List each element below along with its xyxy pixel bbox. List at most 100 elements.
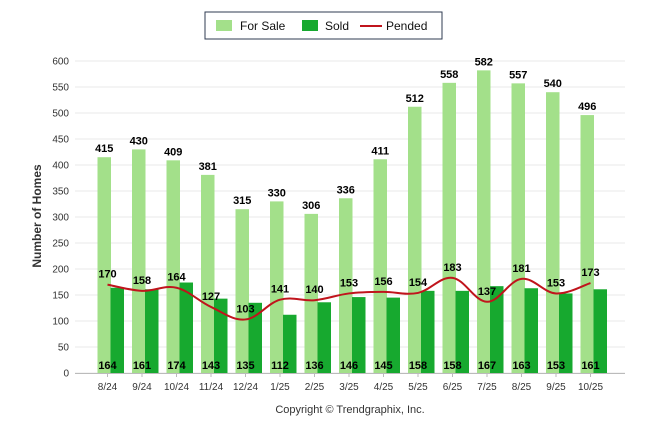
x-tick-label: 7/25 — [477, 382, 497, 393]
bar-sold — [524, 288, 538, 373]
for-sale-value-label: 512 — [406, 93, 424, 105]
pended-value-label: 154 — [409, 277, 428, 289]
bar-sold — [179, 282, 193, 373]
bar-sold — [593, 289, 607, 373]
bar-for-sale — [304, 213, 318, 373]
bar-sold — [421, 290, 435, 373]
bar-for-sale — [442, 82, 456, 373]
bar-for-sale — [546, 92, 560, 373]
legend-swatch-sold — [302, 20, 318, 31]
for-sale-value-label: 540 — [544, 78, 562, 90]
bar-sold — [248, 302, 262, 373]
for-sale-value-label: 381 — [199, 161, 217, 173]
sold-value-label: 163 — [512, 360, 530, 372]
pended-line-layer — [107, 276, 591, 321]
pended-value-label: 164 — [167, 272, 186, 284]
sold-value-label: 145 — [374, 360, 392, 372]
sold-value-label: 136 — [305, 360, 323, 372]
x-tick-label: 4/25 — [374, 382, 394, 393]
pended-value-label: 137 — [478, 286, 496, 298]
sold-value-label: 135 — [236, 360, 254, 372]
bar-for-sale — [201, 174, 215, 373]
y-tick-label: 600 — [52, 57, 69, 68]
y-tick-label: 550 — [52, 83, 69, 94]
sold-value-label: 158 — [443, 360, 461, 372]
y-tick-label: 0 — [63, 369, 69, 380]
pended-value-label: 140 — [305, 284, 323, 296]
for-sale-value-label: 330 — [268, 187, 286, 199]
value-labels: 415 164 170 430 161 158 409 174 164 381 143 127 315 1… — [95, 56, 600, 372]
x-tick-label: 6/25 — [443, 382, 463, 393]
pended-value-label: 153 — [547, 277, 565, 289]
x-tick-label: 3/25 — [339, 382, 359, 393]
bar-sold — [490, 286, 504, 373]
x-tick-label: 1/25 — [270, 382, 290, 393]
for-sale-value-label: 557 — [509, 69, 527, 81]
pended-value-label: 153 — [340, 277, 358, 289]
sold-value-label: 167 — [478, 360, 496, 372]
legend-label-sold: Sold — [325, 19, 349, 33]
y-tick-label: 100 — [52, 317, 69, 328]
legend-label-pended: Pended — [386, 19, 427, 33]
y-tick-label: 500 — [52, 109, 69, 120]
bar-for-sale — [373, 159, 387, 373]
bar-sold — [145, 289, 159, 373]
y-axis: 0 50 100 150 200 250 300 350 400 450 500 550 600 — [52, 57, 69, 380]
bar-for-sale — [97, 157, 111, 373]
bar-sold — [386, 297, 400, 373]
sold-value-label: 174 — [167, 360, 186, 372]
for-sale-value-label: 315 — [233, 195, 251, 207]
y-tick-label: 300 — [52, 213, 69, 224]
legend-box — [204, 11, 443, 40]
pended-value-label: 156 — [374, 276, 392, 288]
for-sale-value-label: 336 — [337, 184, 355, 196]
x-tick-label: 2/25 — [305, 382, 325, 393]
x-tick-label: 8/24 — [98, 382, 118, 393]
y-tick-label: 350 — [52, 187, 69, 198]
bar-sold — [283, 314, 297, 373]
y-tick-label: 150 — [52, 291, 69, 302]
pended-value-label: 141 — [271, 284, 289, 296]
for-sale-value-label: 496 — [578, 101, 596, 113]
bars — [97, 70, 607, 374]
sold-value-label: 164 — [98, 360, 117, 372]
y-tick-label: 400 — [52, 161, 69, 172]
bar-sold — [559, 293, 573, 373]
sold-value-label: 153 — [547, 360, 565, 372]
x-tick-label: 10/25 — [578, 382, 603, 393]
y-tick-label: 200 — [52, 265, 69, 276]
x-tick-label: 10/24 — [164, 382, 189, 393]
y-axis-title: Number of Homes — [30, 164, 44, 268]
bar-for-sale — [511, 83, 525, 374]
bar-sold — [455, 290, 469, 373]
bar-for-sale — [339, 198, 353, 373]
bar-for-sale — [580, 115, 594, 373]
pended-value-label: 173 — [581, 267, 599, 279]
pended-value-label: 181 — [512, 263, 530, 275]
y-tick-label: 250 — [52, 239, 69, 250]
bar-for-sale — [270, 201, 284, 373]
pended-value-label: 158 — [133, 275, 151, 287]
pended-line — [107, 276, 591, 321]
for-sale-value-label: 415 — [95, 143, 113, 155]
copyright-footer: Copyright © Trendgraphix, Inc. — [275, 404, 424, 416]
pended-value-label: 127 — [202, 291, 220, 303]
bar-for-sale — [132, 149, 146, 373]
legend-swatch-for-sale — [216, 20, 232, 31]
y-tick-label: 450 — [52, 135, 69, 146]
legend: For Sale Sold Pended — [204, 11, 443, 40]
bar-sold — [317, 302, 331, 373]
bar-for-sale — [235, 209, 249, 373]
y-tick-label: 50 — [58, 343, 70, 354]
x-tick-label: 9/24 — [132, 382, 152, 393]
x-tick-label: 12/24 — [233, 382, 258, 393]
sold-value-label: 161 — [581, 360, 599, 372]
pended-value-label: 170 — [98, 269, 116, 281]
legend-label-for-sale: For Sale — [240, 19, 286, 33]
sold-value-label: 143 — [202, 360, 220, 372]
bar-for-sale — [408, 106, 422, 373]
bar-sold — [214, 298, 228, 373]
sold-value-label: 112 — [271, 360, 289, 372]
bar-for-sale — [477, 70, 491, 374]
